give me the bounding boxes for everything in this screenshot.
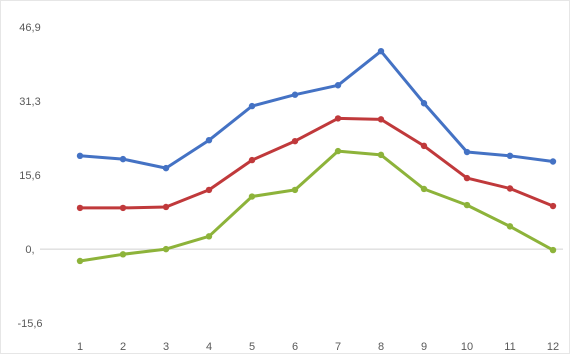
data-point [162, 245, 170, 253]
data-point [248, 156, 256, 164]
y-tick-label: -15,6 [17, 318, 42, 330]
x-tick-label: 9 [421, 341, 427, 353]
axes: 46,931,315,60,-15,61 2 3 4 5 6 7 8 9 10 11 12 [17, 22, 563, 353]
data-point [162, 203, 170, 211]
y-tick-label: 31,3 [19, 96, 40, 108]
data-point [291, 137, 299, 145]
data-point [248, 102, 256, 110]
x-tick-label: 6 [292, 341, 298, 353]
x-tick-label: 8 [378, 341, 384, 353]
data-point [248, 193, 256, 200]
data-point [334, 115, 342, 122]
data-point [420, 100, 428, 107]
data-point [291, 186, 299, 194]
data-point [463, 201, 471, 209]
data-point [549, 246, 557, 254]
data-point [549, 202, 557, 210]
data-point [76, 152, 84, 160]
data-point [506, 185, 514, 192]
series-layer [76, 47, 557, 265]
y-tick-label: 0, [25, 244, 34, 256]
data-point [162, 164, 170, 172]
data-point [334, 147, 342, 155]
data-point [377, 47, 385, 55]
data-point [119, 251, 127, 258]
data-point [334, 82, 342, 89]
y-tick-label: 46,9 [19, 22, 40, 34]
x-tick-label: 12 [547, 341, 559, 353]
data-point [119, 204, 127, 212]
data-point [119, 155, 127, 163]
data-point [205, 136, 213, 144]
x-tick-label: 10 [461, 341, 473, 353]
data-point [506, 152, 514, 160]
x-tick-label: 11 [504, 341, 515, 353]
data-point [205, 186, 213, 194]
x-tick-label: 5 [249, 341, 255, 353]
data-point [377, 116, 385, 123]
data-point [291, 91, 299, 98]
data-point [420, 142, 428, 150]
x-tick-label: 7 [335, 341, 341, 353]
data-point [377, 151, 385, 159]
x-tick-label: 4 [206, 341, 212, 353]
y-tick-label: 15,6 [19, 170, 40, 182]
data-point [463, 174, 471, 182]
series-line-1 [78, 49, 555, 170]
data-point [549, 158, 557, 165]
data-point [506, 223, 514, 230]
data-point [76, 257, 84, 265]
x-tick-label: 2 [120, 341, 126, 353]
data-point [76, 204, 84, 212]
series-line-3 [78, 149, 555, 263]
x-tick-label: 3 [163, 341, 169, 353]
data-point [420, 185, 428, 193]
series-line-2 [78, 116, 555, 210]
data-point [205, 233, 213, 240]
x-tick-label: 1 [77, 341, 83, 353]
data-point [463, 148, 471, 156]
